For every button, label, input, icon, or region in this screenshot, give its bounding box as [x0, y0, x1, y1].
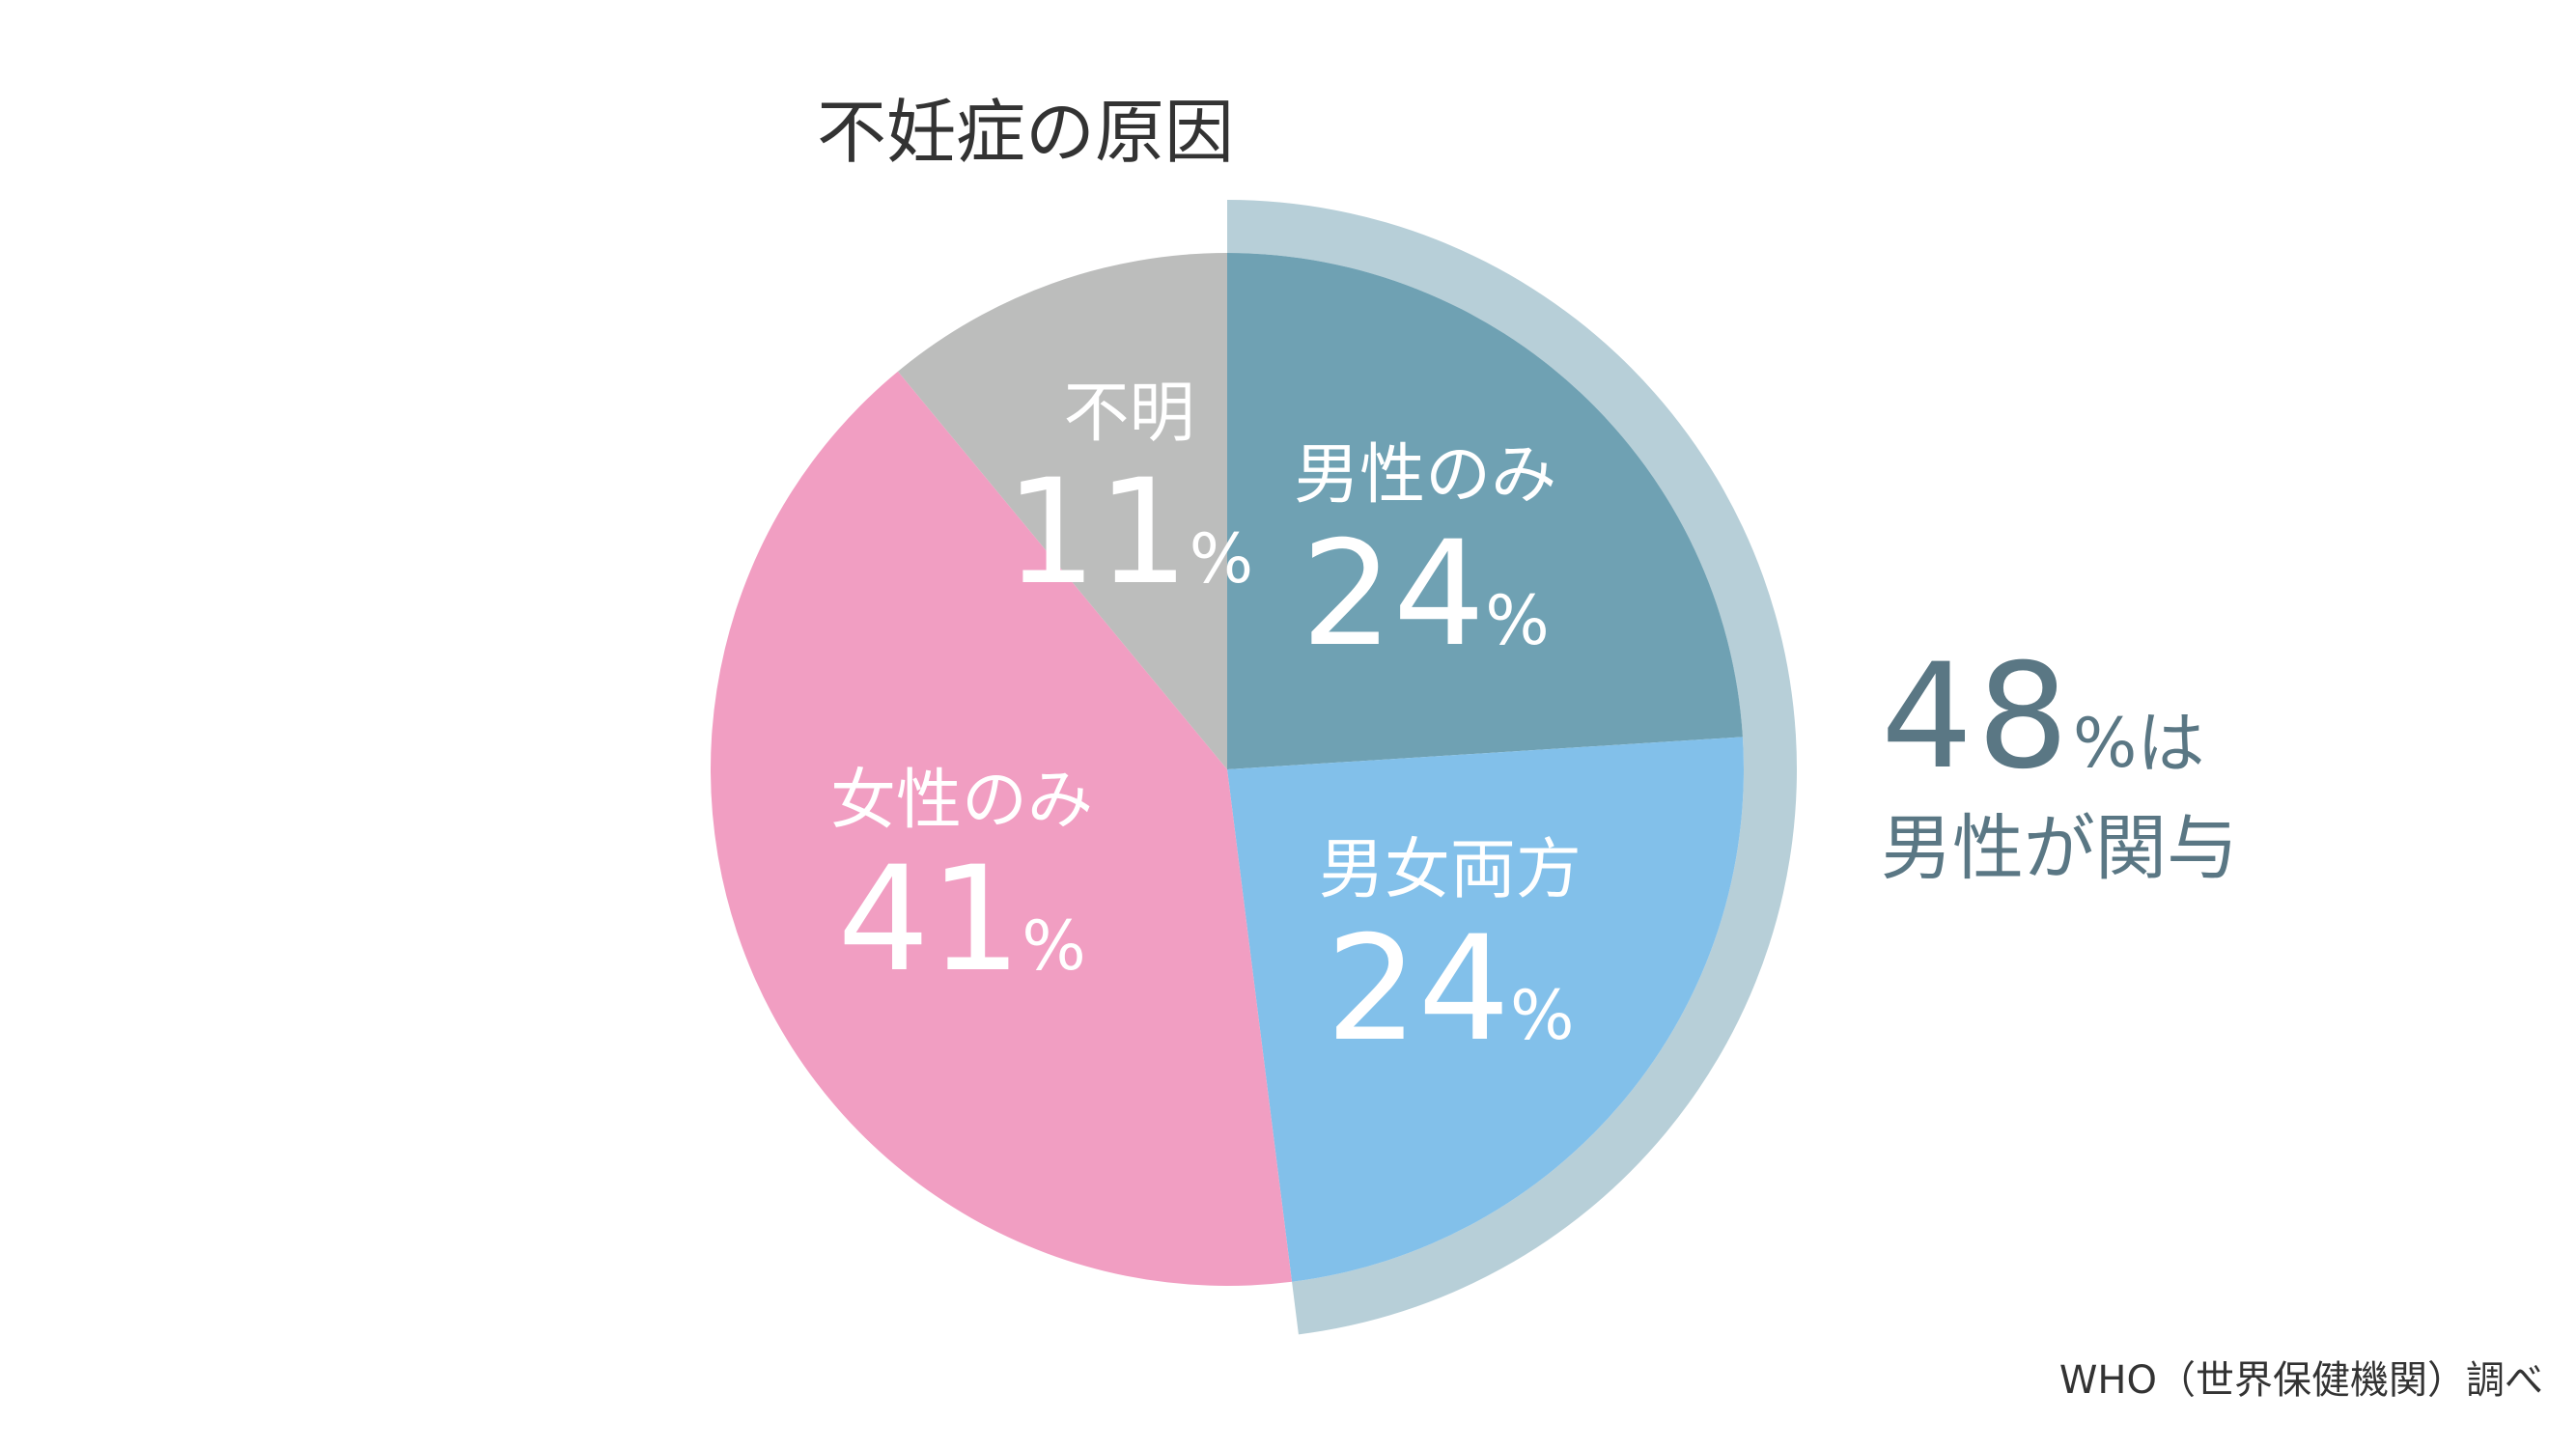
slice-unit: %	[1189, 519, 1254, 599]
callout-value: 48	[1881, 633, 2073, 801]
pie-slice	[711, 371, 1293, 1287]
slice-label-both: 男女両方 24%	[1318, 831, 1582, 1062]
callout-suffix: は	[2137, 704, 2205, 783]
callout-text: 男性が関与	[1881, 807, 2238, 890]
pie-slice	[1227, 253, 1743, 769]
slice-unit: %	[1022, 906, 1086, 986]
highlight-callout: 48%は 男性が関与	[1881, 645, 2238, 884]
slice-value: 24	[1301, 510, 1486, 679]
slice-value: 24	[1326, 905, 1511, 1073]
slice-value: 41	[837, 835, 1022, 1004]
pie-slice	[1227, 737, 1744, 1282]
slice-name: 男女両方	[1318, 831, 1582, 908]
slice-value: 11	[1004, 449, 1190, 618]
slice-name: 不明	[1063, 376, 1195, 453]
slice-label-female-only: 女性のみ 41%	[830, 762, 1094, 992]
slice-unit: %	[1510, 975, 1575, 1055]
slice-name: 女性のみ	[830, 762, 1094, 839]
slice-name: 男性のみ	[1294, 436, 1557, 514]
slice-label-male-only: 男性のみ 24%	[1294, 436, 1557, 667]
callout-unit: %	[2072, 704, 2138, 783]
slice-unit: %	[1485, 580, 1550, 660]
source-note: WHO（世界保健機関）調べ	[2058, 1358, 2543, 1403]
slice-label-unknown: 不明 11%	[1005, 376, 1254, 606]
pie-slice	[897, 253, 1227, 769]
chart-title: 不妊症の原因	[816, 92, 1234, 173]
